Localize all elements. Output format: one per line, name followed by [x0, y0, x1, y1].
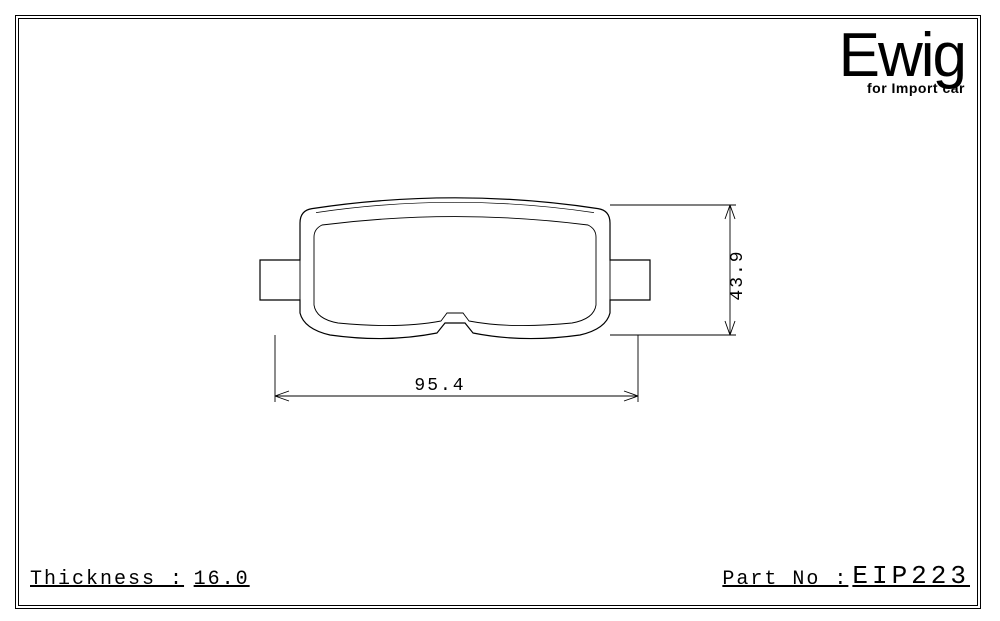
partno-value: EIP223 [852, 561, 970, 591]
thickness-value: 16.0 [194, 568, 250, 591]
thickness-label: Thickness : [30, 568, 184, 591]
footer: Thickness : 16.0 Part No : EIP223 [30, 561, 970, 591]
inner-frame [18, 18, 978, 606]
part-number: Part No : EIP223 [722, 561, 970, 591]
partno-label: Part No : [722, 568, 848, 591]
brand-name: Ewig [839, 28, 965, 84]
brand-block: Ewig for Import car [839, 28, 965, 96]
thickness: Thickness : 16.0 [30, 568, 250, 591]
